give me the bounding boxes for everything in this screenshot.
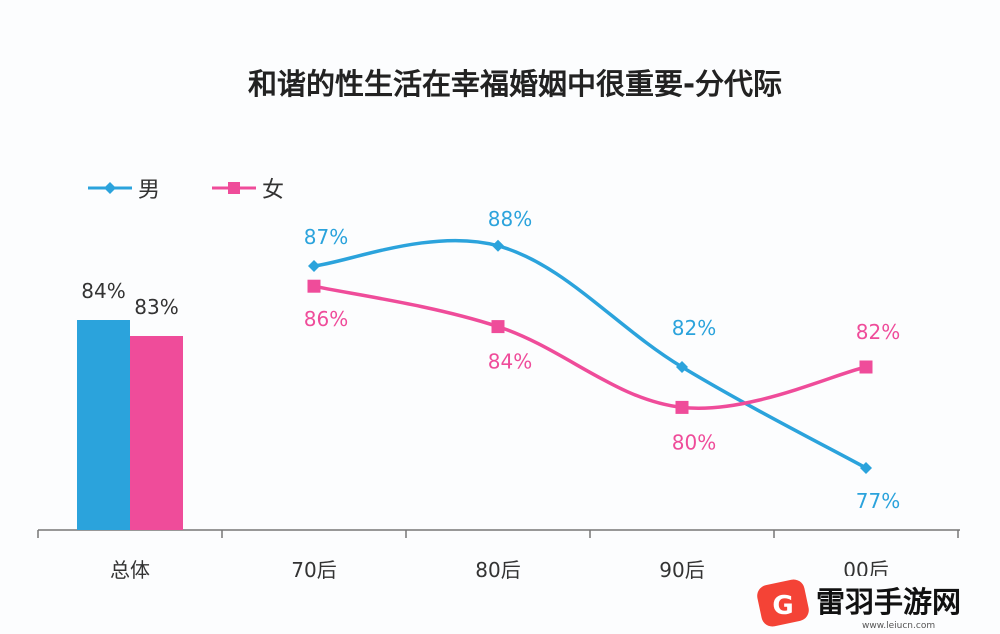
- series-line-male: [313, 238, 867, 470]
- marker-female: [491, 320, 505, 334]
- bar: [130, 336, 183, 530]
- x-tick-label: 90后: [659, 558, 704, 582]
- data-label: 82%: [672, 316, 716, 340]
- data-label: 77%: [856, 489, 900, 513]
- watermark-logo: G 雷羽手游网 www.leiucn.com: [752, 576, 992, 634]
- bar: [77, 320, 130, 530]
- watermark-text: 雷羽手游网: [816, 585, 961, 619]
- bar-value-label: 84%: [81, 279, 125, 303]
- marker-male: [676, 361, 688, 373]
- x-tick-label: 70后: [291, 558, 336, 582]
- legend-marker-female: [228, 182, 240, 194]
- marker-female: [859, 360, 873, 374]
- watermark-emblem-glyph: G: [772, 591, 793, 621]
- watermark-emblem: [757, 579, 809, 627]
- x-axis-ticks: [37, 530, 959, 538]
- generation-lines: [313, 238, 867, 470]
- data-label: 86%: [304, 307, 348, 331]
- series-line-female: [313, 284, 867, 411]
- chart-title: 和谐的性生活在幸福婚姻中很重要-分代际: [248, 67, 782, 101]
- marker-male: [492, 239, 504, 252]
- legend: 男 女: [88, 178, 284, 203]
- x-tick-label: 80后: [475, 558, 520, 582]
- bar-value-label: 83%: [134, 295, 178, 319]
- marker-female: [307, 279, 321, 293]
- x-tick-label: 总体: [110, 558, 150, 582]
- marker-male: [860, 462, 872, 474]
- marker-male: [308, 260, 320, 272]
- marker-female: [675, 400, 689, 414]
- legend-label-female: 女: [262, 178, 284, 203]
- line-markers: [307, 239, 873, 474]
- watermark-url: www.leiucn.com: [862, 621, 935, 631]
- overall-bars: 84% 83%: [77, 279, 183, 530]
- data-label: 84%: [488, 350, 532, 374]
- data-label: 82%: [856, 320, 900, 344]
- data-label: 88%: [488, 207, 532, 231]
- legend-label-male: 男: [138, 178, 160, 203]
- legend-marker-male: [104, 182, 116, 194]
- data-labels: 87% 88% 82% 77% 86% 84% 80% 82%: [304, 207, 900, 513]
- data-label: 87%: [304, 225, 348, 249]
- data-label: 80%: [672, 430, 716, 454]
